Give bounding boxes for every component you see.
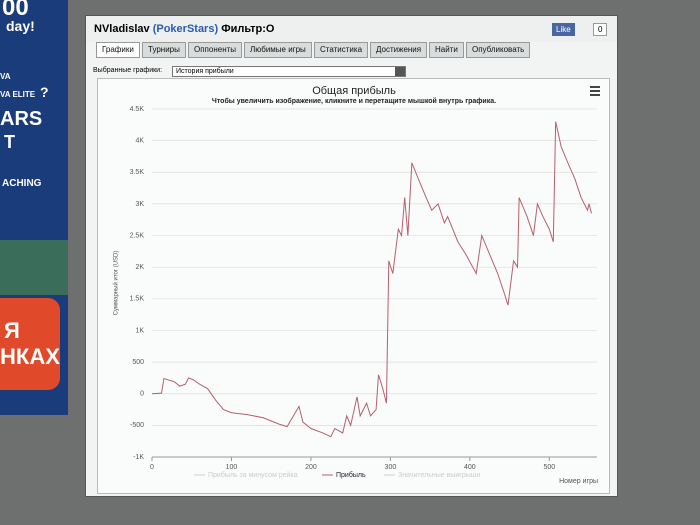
- y-tick-label: 3K: [135, 201, 144, 208]
- ad-red: [0, 298, 60, 390]
- x-axis-label: Номер игры: [559, 478, 598, 485]
- tab[interactable]: Статистика: [314, 42, 369, 58]
- select[interactable]: История прибыли: [172, 66, 406, 77]
- tab[interactable]: Достижения: [370, 42, 428, 58]
- tab[interactable]: Найти: [429, 42, 464, 58]
- chart-title: Общая прибыль: [312, 85, 396, 97]
- title-bar: NVladislav (PokerStars) Фильтр:O: [86, 16, 617, 42]
- tab[interactable]: Любимые игры: [244, 42, 312, 58]
- like-button[interactable]: Like: [552, 23, 575, 36]
- ad-text: НКАХ: [0, 344, 60, 369]
- tab[interactable]: Оппоненты: [188, 42, 243, 58]
- x-tick-label: 200: [305, 464, 317, 471]
- x-tick-label: 500: [543, 464, 555, 471]
- legend-label: Прибыль за минусом рейка: [208, 471, 298, 479]
- filter: Фильтр:O: [221, 23, 275, 35]
- y-tick-label: 4.5K: [130, 106, 145, 113]
- menu-icon[interactable]: [590, 86, 600, 88]
- y-tick-label: 2.5K: [130, 232, 145, 239]
- y-tick-label: 4K: [135, 137, 144, 144]
- ad-text: ARS: [0, 108, 43, 130]
- line-series: [151, 121, 592, 438]
- select-value: История прибыли: [176, 68, 234, 75]
- y-tick-label: -1K: [133, 454, 144, 461]
- user: NVladislav: [94, 23, 150, 35]
- legend-label: Значительные выигрыши: [398, 472, 480, 479]
- y-axis-label: Суммарный итог (USD): [113, 251, 120, 316]
- ad-light: [0, 240, 68, 295]
- y-tick-label: 500: [132, 359, 144, 366]
- menu-icon: [590, 94, 600, 96]
- select-label: Выбранные графики:: [93, 67, 163, 74]
- x-tick-label: 100: [226, 464, 238, 471]
- tab[interactable]: Графики: [96, 42, 140, 58]
- tab[interactable]: Опубликовать: [466, 42, 531, 58]
- y-tick-label: 1K: [135, 327, 144, 334]
- ad-text: Я: [4, 318, 20, 343]
- legend-label: Прибыль: [336, 471, 366, 479]
- y-tick-label: -500: [130, 422, 144, 429]
- ad-text: VA ELITE: [0, 90, 36, 99]
- ad-text: VA: [0, 72, 11, 81]
- tab[interactable]: Турниры: [142, 42, 186, 58]
- chart: Общая прибыль Чтобы увеличить изображени…: [97, 78, 610, 494]
- site: (PokerStars): [152, 23, 219, 35]
- menu-icon: [590, 90, 600, 92]
- ad-text: T: [4, 132, 15, 152]
- chart-subtitle: Чтобы увеличить изображение, кликните и …: [212, 97, 496, 105]
- ad-text: ACHING: [2, 178, 42, 189]
- y-tick-label: 2K: [135, 264, 144, 271]
- x-tick-label: 0: [150, 464, 154, 471]
- select-arrow: [395, 67, 405, 76]
- x-tick-label: 300: [385, 464, 397, 471]
- y-tick-label: 3.5K: [130, 169, 145, 176]
- ad-text: ?: [40, 84, 49, 100]
- like-count: 0: [593, 23, 608, 36]
- y-tick-label: 1.5K: [130, 296, 145, 303]
- y-tick-label: 0: [140, 391, 144, 398]
- ad-text: 00: [2, 0, 29, 21]
- x-tick-label: 400: [464, 464, 476, 471]
- ad-text: day!: [6, 18, 35, 34]
